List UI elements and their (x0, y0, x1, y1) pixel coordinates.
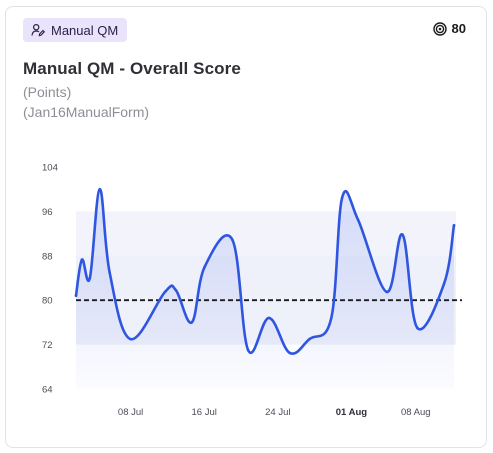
data-point (288, 351, 292, 355)
data-point (98, 187, 102, 191)
category-badge[interactable]: Manual QM (23, 18, 128, 42)
target-icon (432, 21, 447, 36)
x-tick-label: 01 Aug (336, 407, 368, 418)
data-point (74, 294, 78, 298)
y-tick-label: 64 (42, 385, 53, 396)
series-line (74, 187, 456, 355)
y-tick-label: 88 (42, 251, 53, 262)
chart-title: Manual QM - Overall Score (23, 59, 241, 78)
y-tick-label: 72 (42, 340, 53, 351)
data-point (174, 288, 178, 292)
chart-unit: (Points) (23, 84, 72, 100)
data-point (356, 218, 360, 222)
data-point (88, 276, 92, 280)
x-tick-label: 24 Jul (265, 407, 290, 418)
data-point (190, 321, 194, 324)
y-tick-label: 96 (42, 207, 53, 218)
data-point (329, 316, 333, 320)
target-indicator: 80 (432, 21, 466, 36)
data-point (246, 348, 250, 352)
data-point (442, 282, 446, 285)
target-value: 80 (451, 21, 466, 36)
data-point (80, 258, 84, 261)
data-point (401, 233, 404, 237)
series-area (76, 189, 454, 389)
chart-form-name: (Jan16ManualForm) (23, 104, 150, 120)
data-point (452, 223, 456, 227)
data-point (385, 290, 389, 294)
x-tick-label: 08 Jul (118, 407, 143, 418)
x-tick-label: 16 Jul (192, 407, 217, 418)
data-point (163, 290, 167, 294)
data-point (267, 316, 271, 320)
data-point (340, 196, 344, 199)
user-edit-icon (31, 23, 45, 37)
y-tick-label: 104 (42, 163, 58, 174)
data-point (129, 337, 132, 341)
badge-label: Manual QM (51, 22, 119, 38)
data-point (416, 326, 419, 330)
x-tick-label: 08 Aug (401, 407, 431, 418)
y-tick-label: 80 (42, 296, 53, 307)
data-point (203, 265, 206, 269)
upper-band (76, 211, 456, 256)
data-point (108, 271, 111, 274)
data-point (308, 337, 311, 341)
data-point (231, 238, 234, 242)
